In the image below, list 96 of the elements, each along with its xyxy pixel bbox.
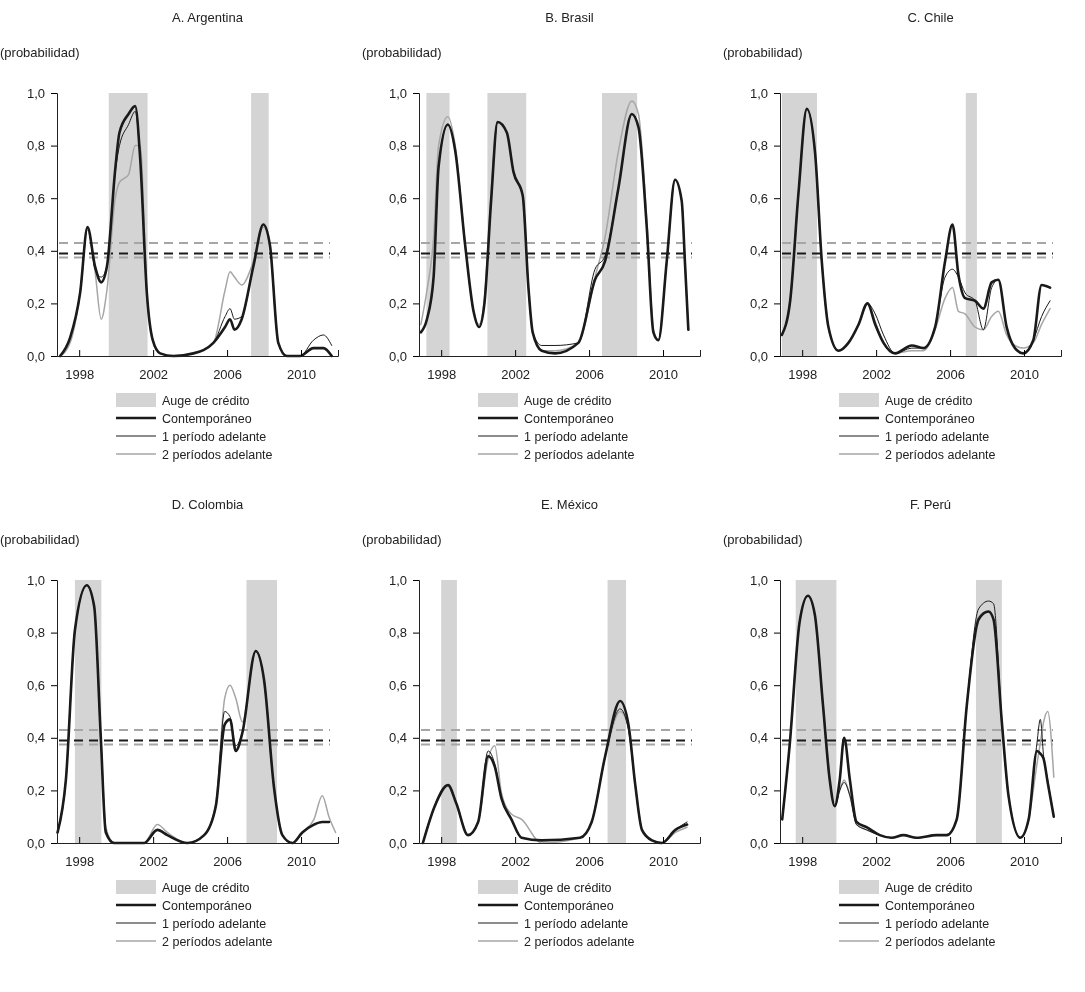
- legend-label: 1 período adelante: [162, 916, 267, 931]
- y-tick-label: 1,0: [749, 572, 768, 588]
- chart-title: E. México: [540, 497, 599, 512]
- x-tick-label: 1998: [427, 854, 457, 870]
- y-tick-label: 0,4: [26, 730, 45, 746]
- legend-label: Auge de crédito: [885, 880, 973, 895]
- x-tick-label: 1998: [788, 367, 818, 383]
- y-tick-label: 1,0: [26, 85, 45, 101]
- legend-label: 2 períodos adelante: [885, 934, 996, 949]
- x-tick-label: 2010: [649, 854, 678, 870]
- y-tick-label: 0,8: [26, 138, 45, 154]
- legend-label: Contemporáneo: [885, 411, 975, 426]
- y-tick-label: 0,8: [26, 625, 45, 641]
- x-tick-label: 2002: [862, 367, 892, 383]
- legend-label: Auge de crédito: [162, 393, 250, 408]
- y-tick-label: 1,0: [749, 85, 768, 101]
- x-tick-label: 2006: [575, 854, 605, 870]
- y-tick-label: 0,4: [749, 243, 768, 259]
- y-tick-label: 1,0: [388, 85, 407, 101]
- y-tick-label: 0,8: [388, 138, 407, 154]
- y-axis-title: (probabilidad): [0, 45, 80, 60]
- y-tick-label: 0,6: [26, 677, 45, 693]
- x-tick-label: 2010: [649, 367, 678, 383]
- legend-label: Auge de crédito: [524, 880, 612, 895]
- x-tick-label: 2006: [936, 854, 966, 870]
- y-tick-label: 0,8: [749, 138, 768, 154]
- x-tick-label: 1998: [65, 367, 95, 383]
- x-tick-label: 2006: [575, 367, 605, 383]
- y-tick-label: 0,2: [749, 783, 768, 799]
- legend-label: Contemporáneo: [524, 898, 614, 913]
- y-tick-label: 0,2: [26, 296, 45, 312]
- legend-label: 2 períodos adelante: [524, 447, 635, 462]
- x-tick-label: 1998: [65, 854, 95, 870]
- legend-label: 2 períodos adelante: [162, 447, 273, 462]
- y-tick-label: 0,4: [388, 243, 407, 259]
- x-tick-label: 2010: [1010, 367, 1039, 383]
- y-axis-title: (probabilidad): [0, 532, 80, 547]
- y-axis-title: (probabilidad): [723, 45, 803, 60]
- y-axis-title: (probabilidad): [723, 532, 803, 547]
- chart-title: B. Brasil: [545, 10, 594, 25]
- x-tick-label: 2002: [501, 854, 531, 870]
- x-tick-label: 2002: [139, 854, 169, 870]
- legend-label: Contemporáneo: [885, 898, 975, 913]
- y-tick-label: 1,0: [26, 572, 45, 588]
- y-tick-label: 0,6: [388, 190, 407, 206]
- y-axis-title: (probabilidad): [362, 532, 442, 547]
- x-tick-label: 2006: [936, 367, 966, 383]
- y-tick-label: 0,6: [388, 677, 407, 693]
- chart-title: C. Chile: [907, 10, 954, 25]
- y-tick-label: 0,0: [26, 835, 45, 851]
- y-tick-label: 0,2: [26, 783, 45, 799]
- chart-title: A. Argentina: [172, 10, 244, 25]
- legend-label: Contemporáneo: [524, 411, 614, 426]
- y-tick-label: 0,0: [388, 835, 407, 851]
- x-tick-label: 2002: [501, 367, 531, 383]
- x-tick-label: 1998: [427, 367, 457, 383]
- y-tick-label: 0,0: [26, 348, 45, 364]
- y-tick-label: 1,0: [388, 572, 407, 588]
- legend-label: Contemporáneo: [162, 898, 252, 913]
- y-tick-label: 0,0: [749, 348, 768, 364]
- x-tick-label: 1998: [788, 854, 818, 870]
- x-tick-label: 2002: [139, 367, 169, 383]
- x-tick-label: 2006: [213, 854, 243, 870]
- legend-label: 1 período adelante: [885, 916, 990, 931]
- legend-label: 2 períodos adelante: [162, 934, 273, 949]
- chart-title: F. Perú: [909, 497, 952, 512]
- y-tick-label: 0,4: [26, 243, 45, 259]
- legend-label: Auge de crédito: [162, 880, 250, 895]
- legend-label: Contemporáneo: [162, 411, 252, 426]
- y-tick-label: 0,0: [388, 348, 407, 364]
- x-tick-label: 2010: [287, 367, 316, 383]
- x-tick-label: 2010: [287, 854, 316, 870]
- legend-label: 2 períodos adelante: [524, 934, 635, 949]
- legend-label: 1 período adelante: [524, 916, 629, 931]
- x-tick-label: 2002: [862, 854, 892, 870]
- x-tick-label: 2006: [213, 367, 243, 383]
- legend-label: 2 períodos adelante: [885, 447, 996, 462]
- legend-label: Auge de crédito: [885, 393, 973, 408]
- y-tick-label: 0,2: [388, 783, 407, 799]
- legend-label: 1 período adelante: [162, 429, 267, 444]
- x-tick-label: 2010: [1010, 854, 1039, 870]
- legend-label: 1 período adelante: [885, 429, 990, 444]
- y-tick-label: 0,0: [749, 835, 768, 851]
- y-tick-label: 0,6: [26, 190, 45, 206]
- y-tick-label: 0,6: [749, 677, 768, 693]
- y-tick-label: 0,2: [388, 296, 407, 312]
- y-tick-label: 0,8: [749, 625, 768, 641]
- y-tick-label: 0,6: [749, 190, 768, 206]
- y-tick-label: 0,4: [388, 730, 407, 746]
- y-tick-label: 0,4: [749, 730, 768, 746]
- legend-label: 1 período adelante: [524, 429, 629, 444]
- y-tick-label: 0,8: [388, 625, 407, 641]
- legend-label: Auge de crédito: [524, 393, 612, 408]
- y-axis-title: (probabilidad): [362, 45, 442, 60]
- y-tick-label: 0,2: [749, 296, 768, 312]
- chart-title: D. Colombia: [171, 497, 245, 512]
